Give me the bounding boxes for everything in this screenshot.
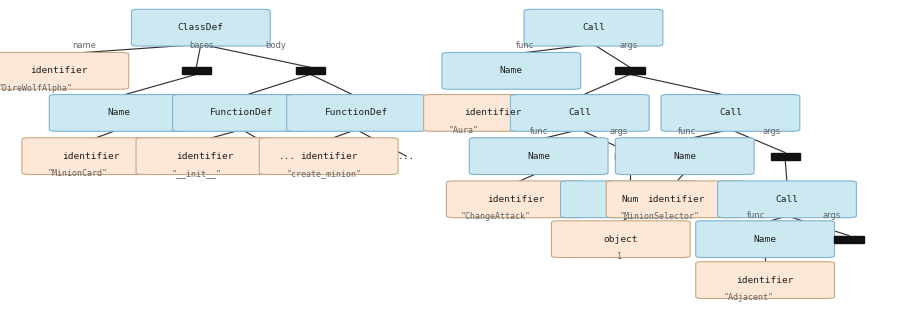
Text: "create_minion": "create_minion" (287, 169, 362, 178)
FancyBboxPatch shape (718, 181, 856, 218)
FancyBboxPatch shape (510, 95, 649, 131)
Text: identifier: identifier (177, 152, 234, 161)
Text: identifier: identifier (647, 195, 704, 204)
Text: name: name (72, 41, 97, 50)
Text: ClassDef: ClassDef (178, 23, 224, 32)
Text: func: func (530, 127, 549, 136)
FancyBboxPatch shape (446, 181, 585, 218)
Text: Num: Num (622, 195, 638, 204)
FancyBboxPatch shape (615, 67, 645, 74)
Text: 1: 1 (616, 252, 622, 261)
Text: Call: Call (568, 108, 592, 117)
Text: args: args (619, 42, 637, 51)
Text: "Aura": "Aura" (449, 126, 478, 135)
Text: identifier: identifier (31, 66, 88, 75)
Text: "MinionSelector": "MinionSelector" (619, 212, 699, 221)
FancyBboxPatch shape (771, 153, 800, 160)
Text: identifier: identifier (737, 276, 793, 285)
Text: args: args (762, 127, 781, 136)
FancyBboxPatch shape (834, 236, 864, 243)
Text: func: func (747, 211, 765, 220)
FancyBboxPatch shape (259, 138, 398, 175)
FancyBboxPatch shape (469, 138, 608, 175)
Text: bases: bases (189, 42, 214, 51)
FancyBboxPatch shape (296, 67, 325, 74)
FancyBboxPatch shape (696, 221, 834, 258)
Text: FunctionDef: FunctionDef (210, 108, 274, 117)
Text: identifier: identifier (63, 152, 120, 161)
Text: Name: Name (107, 108, 131, 117)
Text: Name: Name (753, 235, 777, 244)
Text: object: object (603, 235, 638, 244)
Text: func: func (516, 42, 534, 51)
FancyBboxPatch shape (136, 138, 275, 175)
Text: identifier: identifier (488, 195, 544, 204)
Text: body: body (266, 41, 286, 50)
Text: "MinionCard": "MinionCard" (47, 169, 108, 178)
Text: args: args (610, 127, 627, 136)
FancyBboxPatch shape (424, 95, 562, 131)
Text: "DireWolfAlpha": "DireWolfAlpha" (0, 84, 72, 93)
FancyBboxPatch shape (606, 181, 745, 218)
FancyBboxPatch shape (182, 67, 211, 74)
Text: identifier: identifier (300, 152, 357, 161)
Text: "__init__": "__init__" (172, 169, 221, 178)
FancyBboxPatch shape (696, 262, 834, 299)
Text: Call: Call (775, 195, 799, 204)
FancyBboxPatch shape (442, 52, 581, 89)
Text: args: args (823, 211, 841, 220)
FancyBboxPatch shape (287, 95, 425, 131)
FancyBboxPatch shape (22, 138, 161, 175)
FancyBboxPatch shape (551, 221, 690, 258)
Text: ...: ... (398, 152, 415, 161)
Text: Name: Name (673, 152, 697, 161)
FancyBboxPatch shape (49, 95, 188, 131)
Text: Call: Call (582, 23, 605, 32)
FancyBboxPatch shape (615, 138, 754, 175)
Text: identifier: identifier (465, 108, 521, 117)
Text: FunctionDef: FunctionDef (324, 108, 388, 117)
FancyBboxPatch shape (524, 9, 663, 46)
FancyBboxPatch shape (131, 9, 270, 46)
Text: Name: Name (499, 66, 523, 75)
Text: func: func (678, 127, 697, 136)
Text: Name: Name (527, 152, 551, 161)
Text: "ChangeAttack": "ChangeAttack" (461, 212, 530, 221)
FancyBboxPatch shape (661, 95, 800, 131)
Text: ...: ... (279, 152, 296, 161)
FancyBboxPatch shape (0, 52, 129, 89)
FancyBboxPatch shape (173, 95, 311, 131)
Text: Call: Call (719, 108, 742, 117)
FancyBboxPatch shape (615, 153, 645, 160)
Text: "Adjacent": "Adjacent" (724, 293, 773, 302)
FancyBboxPatch shape (561, 181, 699, 218)
